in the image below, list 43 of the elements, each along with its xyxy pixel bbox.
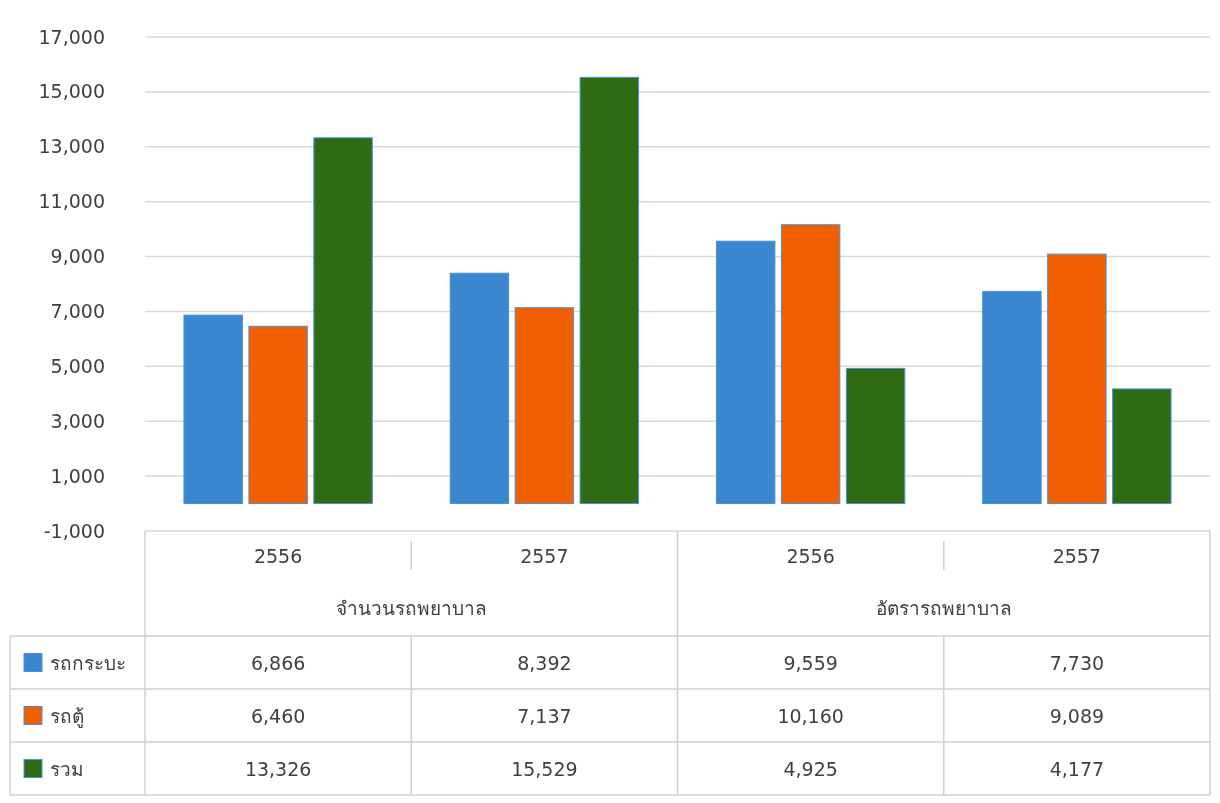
bar [248, 325, 308, 505]
data-label: 6,460 [250, 704, 306, 727]
legend-label: รวม [50, 757, 84, 780]
x-tick-label: 2557 [1052, 544, 1102, 567]
y-tick-label: 17,000 [38, 25, 105, 48]
bar [715, 240, 776, 505]
y-tick-label: 11,000 [38, 190, 105, 213]
bar [982, 290, 1042, 505]
bar [1112, 388, 1172, 505]
bar [579, 76, 640, 505]
x-tick-label: 2556 [253, 544, 303, 567]
data-label: 6,866 [250, 651, 306, 674]
data-label: 4,177 [1049, 757, 1105, 780]
text: จำนวนรถพยาบาล [335, 597, 487, 619]
y-tick-label: -1,000 [43, 519, 105, 542]
data-label: 15,529 [511, 757, 578, 780]
bar [514, 307, 575, 505]
y-tick-label: 9,000 [50, 245, 105, 268]
y-tick-label: 13,000 [38, 135, 105, 158]
x-tick-label: 2557 [520, 544, 569, 567]
data-label: 7,137 [517, 704, 572, 727]
data-label: 13,326 [244, 757, 312, 780]
bar [845, 367, 906, 505]
y-tick-label: 7,000 [50, 300, 105, 323]
bar [183, 314, 243, 505]
bar [1047, 253, 1107, 505]
bar [780, 224, 841, 505]
y-tick-label: 3,000 [50, 409, 105, 432]
bar [449, 272, 510, 505]
data-label: 4,925 [783, 757, 838, 780]
legend-label: รถตู้ [50, 704, 84, 728]
data-label: 10,160 [777, 704, 844, 727]
y-tick-label: 1,000 [50, 464, 105, 487]
data-label: 9,559 [783, 651, 838, 674]
x-tick-label: 2556 [786, 544, 835, 567]
text: อัตรารถพยาบาล [875, 597, 1012, 619]
bar [313, 137, 373, 505]
y-tick-label: 15,000 [38, 80, 105, 103]
data-label: 7,730 [1049, 651, 1105, 674]
y-tick-label: 5,000 [50, 354, 105, 377]
data-label: 8,392 [517, 651, 572, 674]
data-label: 9,089 [1049, 704, 1105, 727]
legend-label: รถกระบะ [50, 651, 126, 674]
